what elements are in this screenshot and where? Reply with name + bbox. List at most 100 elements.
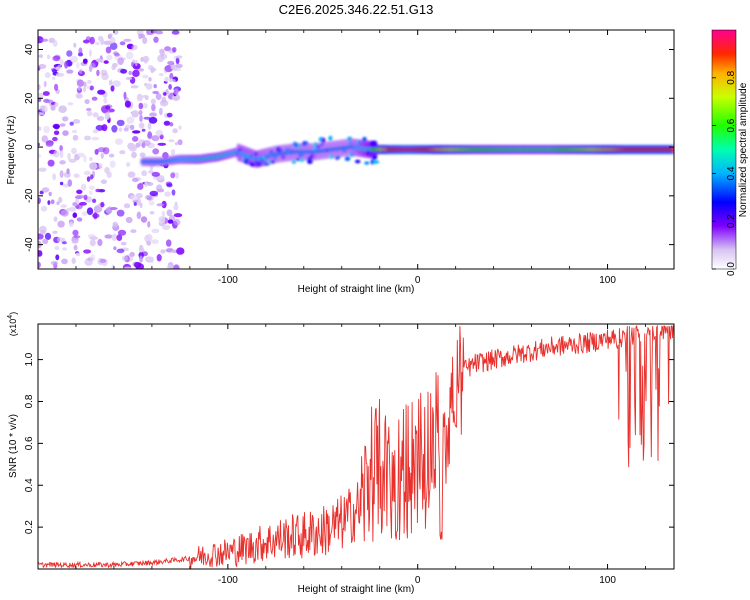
noise-speckle xyxy=(136,198,141,206)
noise-speckle xyxy=(130,229,137,234)
noise-speckle xyxy=(119,150,126,155)
noise-speckle xyxy=(157,142,167,146)
noise-speckle xyxy=(77,152,85,158)
noise-speckle xyxy=(146,182,154,186)
noise-speckle xyxy=(172,47,177,53)
noise-speckle xyxy=(109,160,116,168)
noise-speckle xyxy=(46,54,51,60)
noise-speckle xyxy=(52,40,58,47)
noise-speckle xyxy=(97,238,103,247)
snr-y-multiplier: (x104) xyxy=(7,312,18,336)
noise-speckle xyxy=(110,85,115,92)
noise-speckle xyxy=(145,234,153,242)
noise-speckle xyxy=(142,55,150,63)
noise-speckle xyxy=(89,254,96,262)
noise-speckle xyxy=(142,102,148,109)
noise-speckle xyxy=(68,158,77,163)
noise-speckle xyxy=(89,162,98,170)
noise-speckle xyxy=(134,261,142,268)
noise-speckle xyxy=(95,58,103,63)
noise-speckle xyxy=(113,246,117,250)
noise-speckle xyxy=(173,218,181,226)
noise-speckle xyxy=(109,42,118,50)
noise-speckle xyxy=(100,179,107,184)
noise-speckle xyxy=(91,96,98,101)
noise-speckle xyxy=(53,150,60,158)
noise-speckle xyxy=(78,201,87,206)
noise-speckle xyxy=(61,116,69,122)
noise-speckle xyxy=(38,250,43,257)
spectrogram-frame xyxy=(37,29,675,270)
noise-speckle xyxy=(132,130,141,134)
noise-speckle xyxy=(83,249,92,254)
noise-speckle xyxy=(114,52,120,57)
noise-speckle xyxy=(140,247,145,252)
noise-speckle xyxy=(119,41,126,46)
noise-speckle xyxy=(175,172,179,179)
noise-speckle xyxy=(171,189,176,196)
colorbar-tick-label: 0.6 xyxy=(726,118,737,132)
noise-speckle xyxy=(86,79,92,84)
noise-speckle xyxy=(52,55,61,62)
noise-speckle xyxy=(100,152,104,159)
noise-speckle xyxy=(175,57,180,65)
noise-speckle xyxy=(141,94,149,99)
noise-speckle xyxy=(64,60,69,69)
noise-speckle xyxy=(58,105,67,113)
noise-speckle xyxy=(38,153,42,158)
noise-speckle xyxy=(104,234,113,239)
noise-speckle xyxy=(166,209,173,217)
noise-speckle xyxy=(149,211,155,215)
noise-speckle xyxy=(145,83,153,90)
noise-speckle xyxy=(126,116,135,124)
noise-speckle xyxy=(133,202,137,206)
noise-speckle xyxy=(86,207,94,215)
noise-speckle xyxy=(83,86,86,93)
noise-speckle xyxy=(131,151,137,159)
noise-speckle xyxy=(104,112,110,120)
noise-speckle xyxy=(124,100,131,108)
noise-speckle xyxy=(173,88,179,95)
noise-speckle xyxy=(108,206,112,213)
y-tick-label: 40 xyxy=(24,44,35,56)
noise-speckle xyxy=(160,249,166,254)
noise-speckle xyxy=(53,124,60,130)
figure-title: C2E6.2025.346.22.51.G13 xyxy=(279,2,434,17)
noise-speckle xyxy=(83,81,87,87)
y-tick-label: -40 xyxy=(24,237,35,252)
noise-speckle xyxy=(38,233,44,240)
noise-speckle xyxy=(170,172,176,179)
noise-speckle xyxy=(138,102,144,110)
noise-speckle xyxy=(109,36,116,44)
noise-speckle xyxy=(71,147,77,155)
noise-speckle xyxy=(38,92,44,98)
ridge-dot xyxy=(354,159,361,164)
noise-speckle xyxy=(43,125,50,134)
noise-speckle xyxy=(137,183,144,190)
noise-speckle xyxy=(178,125,182,130)
ridge-dot xyxy=(291,160,297,164)
noise-speckle xyxy=(147,221,151,228)
noise-speckle xyxy=(144,256,154,262)
noise-speckle xyxy=(121,255,129,261)
noise-speckle xyxy=(81,183,87,191)
y-tick-label: 0.2 xyxy=(24,520,35,534)
noise-speckle xyxy=(95,124,104,131)
noise-speckle xyxy=(73,42,77,48)
y-tick-label: 0 xyxy=(24,144,35,150)
noise-speckle xyxy=(108,153,115,158)
noise-speckle xyxy=(158,73,164,77)
noise-speckle xyxy=(101,124,108,132)
noise-speckle xyxy=(108,33,113,38)
noise-speckle xyxy=(100,116,105,121)
noise-speckle xyxy=(88,49,92,57)
noise-speckle xyxy=(172,128,178,134)
noise-speckle xyxy=(57,64,62,69)
noise-speckle xyxy=(173,264,180,269)
noise-speckle xyxy=(50,260,59,266)
noise-speckle xyxy=(66,50,73,57)
noise-speckle xyxy=(76,189,83,194)
noise-speckle xyxy=(38,167,47,172)
noise-speckle xyxy=(68,221,74,228)
noise-speckle xyxy=(127,171,136,178)
